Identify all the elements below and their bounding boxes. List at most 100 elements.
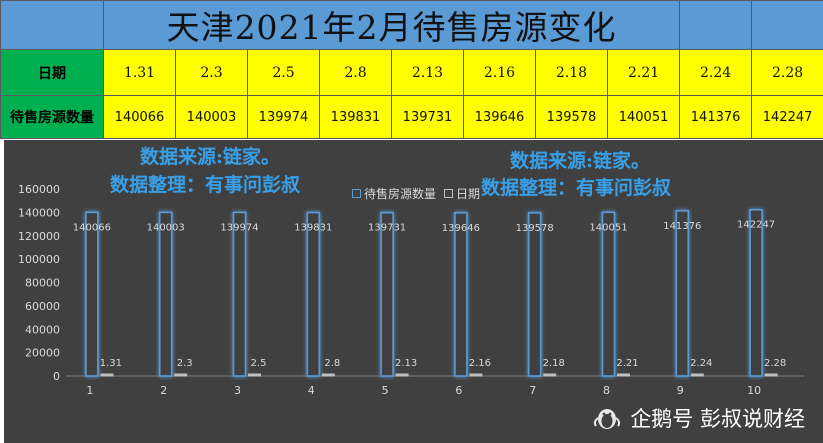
count-bar (675, 209, 690, 377)
date-cell[interactable]: 1.31 (103, 49, 176, 96)
legend-item-date[interactable]: 日期 (444, 185, 480, 202)
x-tick-label: 6 (455, 384, 462, 397)
watermark-text: 企鹅号 彭叔说财经 (630, 407, 805, 431)
date-cell[interactable]: 2.5 (247, 49, 320, 96)
date-cell[interactable]: 2.28 (751, 49, 823, 96)
date-cell[interactable]: 2.16 (463, 49, 536, 96)
y-tick-label: 40000 (25, 323, 60, 336)
y-tick-label: 140000 (18, 206, 60, 219)
legend-item-count[interactable]: 待售房源数量 (352, 185, 436, 202)
source-note: 数据来源:链家。 (140, 146, 281, 168)
count-bar (306, 211, 321, 377)
y-tick-label: 120000 (18, 230, 60, 243)
x-tick-label: 8 (603, 384, 610, 397)
date-bar (469, 373, 483, 377)
chart-legend[interactable]: 待售房源数量 日期 (352, 185, 480, 202)
date-data-label: 2.3 (177, 358, 193, 369)
date-bar (321, 373, 335, 377)
count-cell[interactable]: 140051 (606, 95, 681, 139)
count-data-label: 139578 (516, 223, 554, 234)
x-tick-label: 4 (308, 384, 315, 397)
title-row: 天津2021年2月待售房源变化 (0, 0, 823, 50)
date-cell[interactable]: 2.3 (175, 49, 248, 96)
date-bar (248, 373, 261, 377)
y-tick-label: 20000 (25, 347, 60, 360)
count-bar (601, 211, 616, 377)
count-cell[interactable]: 139831 (319, 95, 392, 139)
data-table: 天津2021年2月待售房源变化 日期 1.31 2.3 2.5 2.8 2.13 2.16… (0, 0, 823, 139)
chart-panel[interactable]: 0 20000 40000 60000 80000 100000 120000 140000 1… (4, 140, 823, 443)
count-bar (158, 211, 173, 377)
date-cell[interactable]: 2.13 (391, 49, 464, 96)
x-tick-label: 7 (529, 384, 536, 397)
count-header-cell[interactable]: 待售房源数量 (0, 95, 104, 139)
bar-chart: 0 20000 40000 60000 80000 100000 120000 140000 1… (18, 183, 804, 397)
penguin-logo-icon (594, 409, 621, 429)
author-note: 数据整理：有事问彭叔 (110, 174, 301, 196)
date-data-label: 2.24 (690, 358, 712, 369)
y-tick-label: 80000 (25, 277, 60, 290)
legend-label-count: 待售房源数量 (364, 187, 437, 201)
date-data-label: 2.16 (469, 358, 491, 369)
legend-swatch-count (352, 189, 361, 198)
x-tick-label: 1 (86, 384, 93, 397)
legend-label-date: 日期 (456, 187, 481, 201)
count-cell[interactable]: 139974 (247, 95, 320, 139)
count-data-label: 141376 (663, 221, 701, 232)
count-data-label: 140066 (73, 222, 111, 233)
count-cell[interactable]: 142247 (751, 95, 823, 139)
date-row: 日期 1.31 2.3 2.5 2.8 2.13 2.16 2.18 2.21 2.24 2.28 (0, 49, 823, 96)
date-bar (174, 373, 188, 377)
date-data-label: 2.13 (395, 358, 417, 369)
date-cell[interactable]: 2.21 (606, 49, 681, 96)
date-data-label: 2.5 (251, 358, 267, 369)
table-title: 天津2021年2月待售房源变化 (102, 0, 681, 50)
title-blank-cell[interactable] (679, 0, 753, 50)
date-data-label: 2.21 (616, 358, 638, 369)
date-bar (100, 373, 114, 377)
title-blank-cell[interactable] (751, 0, 823, 50)
count-cell[interactable]: 139731 (391, 95, 464, 139)
count-cell[interactable]: 139646 (463, 95, 536, 139)
date-bar (764, 373, 778, 377)
date-data-label: 1.31 (100, 358, 122, 369)
date-cell[interactable]: 2.24 (679, 49, 753, 96)
author-note: 数据整理：有事问彭叔 (481, 177, 672, 199)
count-bar (454, 211, 468, 377)
count-cell[interactable]: 139578 (535, 95, 608, 139)
date-bar (543, 373, 557, 377)
date-data-label: 2.8 (324, 358, 340, 369)
count-data-label: 139646 (442, 223, 480, 234)
date-cell[interactable]: 2.18 (535, 49, 608, 96)
y-tick-label: 0 (53, 370, 60, 383)
count-row: 待售房源数量 140066 140003 139974 139831 139731 139… (0, 95, 823, 139)
x-tick-label: 5 (382, 384, 389, 397)
count-cell[interactable]: 141376 (679, 95, 753, 139)
count-bar (749, 208, 763, 377)
date-data-label: 2.18 (543, 358, 565, 369)
y-tick-label: 60000 (25, 300, 60, 313)
count-bar (527, 212, 542, 377)
count-data-label: 142247 (737, 220, 775, 231)
title-blank-cell[interactable] (0, 0, 104, 50)
count-bar (85, 211, 99, 377)
count-data-label: 139831 (294, 223, 332, 234)
legend-swatch-date (444, 189, 454, 198)
date-cell[interactable]: 2.8 (319, 49, 392, 96)
x-tick-label: 3 (234, 384, 241, 397)
watermark: 企鹅号 彭叔说财经 (592, 403, 805, 433)
date-data-label: 2.28 (764, 358, 786, 369)
source-note: 数据来源:链家。 (510, 150, 651, 172)
date-bar (690, 373, 704, 377)
count-cell[interactable]: 140066 (103, 95, 176, 139)
count-bar (380, 211, 394, 377)
date-header-cell[interactable]: 日期 (0, 49, 104, 96)
count-data-label: 139731 (368, 223, 406, 234)
x-tick-label: 2 (160, 384, 167, 397)
count-data-label: 140003 (147, 222, 185, 233)
count-cell[interactable]: 140003 (175, 95, 248, 139)
count-bar (232, 211, 247, 377)
y-tick-label: 100000 (18, 253, 60, 266)
y-tick-label: 160000 (18, 183, 60, 196)
date-bar (617, 373, 630, 377)
